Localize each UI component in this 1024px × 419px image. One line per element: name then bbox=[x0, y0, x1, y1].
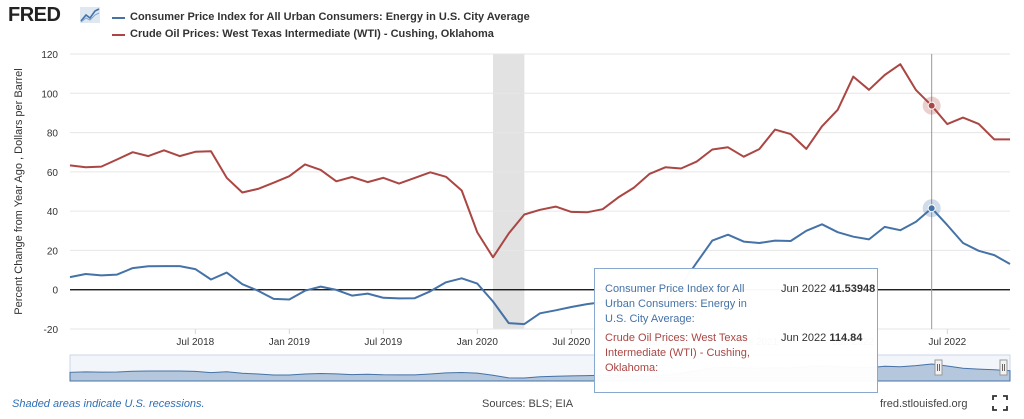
sources-text: Sources: BLS; EIA bbox=[482, 398, 574, 410]
y-tick-label: 40 bbox=[47, 207, 59, 218]
recession-note: Shaded areas indicate U.S. recessions. bbox=[12, 398, 205, 410]
hover-marker-point bbox=[927, 101, 936, 110]
y-tick-label: 120 bbox=[41, 50, 58, 61]
y-axis-label: Percent Change from Year Ago , Dollars p… bbox=[13, 68, 25, 314]
fred-logo[interactable]: FRED bbox=[8, 4, 61, 26]
y-tick-label: 60 bbox=[47, 168, 59, 179]
x-tick-label: Jul 2018 bbox=[176, 337, 214, 348]
y-tick-label: 100 bbox=[41, 89, 58, 100]
legend-swatch-energy-cpi bbox=[112, 16, 125, 19]
series-line-wti[interactable] bbox=[69, 63, 1010, 259]
tooltip-value: 114.84 bbox=[829, 332, 863, 344]
legend-item-wti[interactable]: Crude Oil Prices: West Texas Intermediat… bbox=[112, 26, 530, 43]
tooltip-series-value: Jun 2022 114.84 bbox=[781, 331, 862, 346]
fullscreen-icon[interactable] bbox=[992, 395, 1008, 411]
tooltip-date: Jun 2022 bbox=[781, 283, 827, 295]
tooltip-series-name: Crude Oil Prices: West Texas Intermediat… bbox=[605, 332, 750, 374]
y-tick-label: 20 bbox=[47, 246, 59, 257]
navigator-handle[interactable] bbox=[999, 359, 1008, 376]
x-tick-label: Jul 2019 bbox=[364, 337, 402, 348]
x-tick-label: Jul 2022 bbox=[928, 337, 966, 348]
site-link[interactable]: fred.stlouisfed.org bbox=[880, 398, 968, 410]
legend-label-wti: Crude Oil Prices: West Texas Intermediat… bbox=[130, 28, 494, 40]
recession-band bbox=[493, 54, 525, 329]
y-tick-label: 80 bbox=[47, 129, 59, 140]
x-tick-label: Jan 2020 bbox=[457, 337, 499, 348]
legend-swatch-wti bbox=[112, 33, 125, 36]
chart-legend: Consumer Price Index for All Urban Consu… bbox=[112, 9, 530, 43]
y-tick-label: -20 bbox=[44, 325, 59, 336]
navigator-handle[interactable] bbox=[934, 359, 943, 376]
tooltip-date: Jun 2022 bbox=[781, 332, 827, 344]
y-tick-label: 0 bbox=[52, 286, 58, 297]
tooltip-series-value: Jun 2022 41.53948 bbox=[781, 282, 875, 297]
tooltip-series-name: Consumer Price Index for All Urban Consu… bbox=[605, 283, 747, 325]
tooltip-value: 41.53948 bbox=[829, 283, 876, 295]
fred-logo-chart-icon bbox=[80, 7, 100, 23]
hover-marker-point bbox=[927, 204, 936, 213]
hover-tooltip: Consumer Price Index for All Urban Consu… bbox=[594, 268, 878, 393]
legend-item-energy-cpi[interactable]: Consumer Price Index for All Urban Consu… bbox=[112, 9, 530, 26]
legend-label-energy-cpi: Consumer Price Index for All Urban Consu… bbox=[130, 11, 530, 23]
series-line-energy-cpi[interactable] bbox=[69, 207, 1011, 326]
x-tick-label: Jan 2019 bbox=[269, 337, 311, 348]
x-tick-label: Jul 2020 bbox=[552, 337, 590, 348]
